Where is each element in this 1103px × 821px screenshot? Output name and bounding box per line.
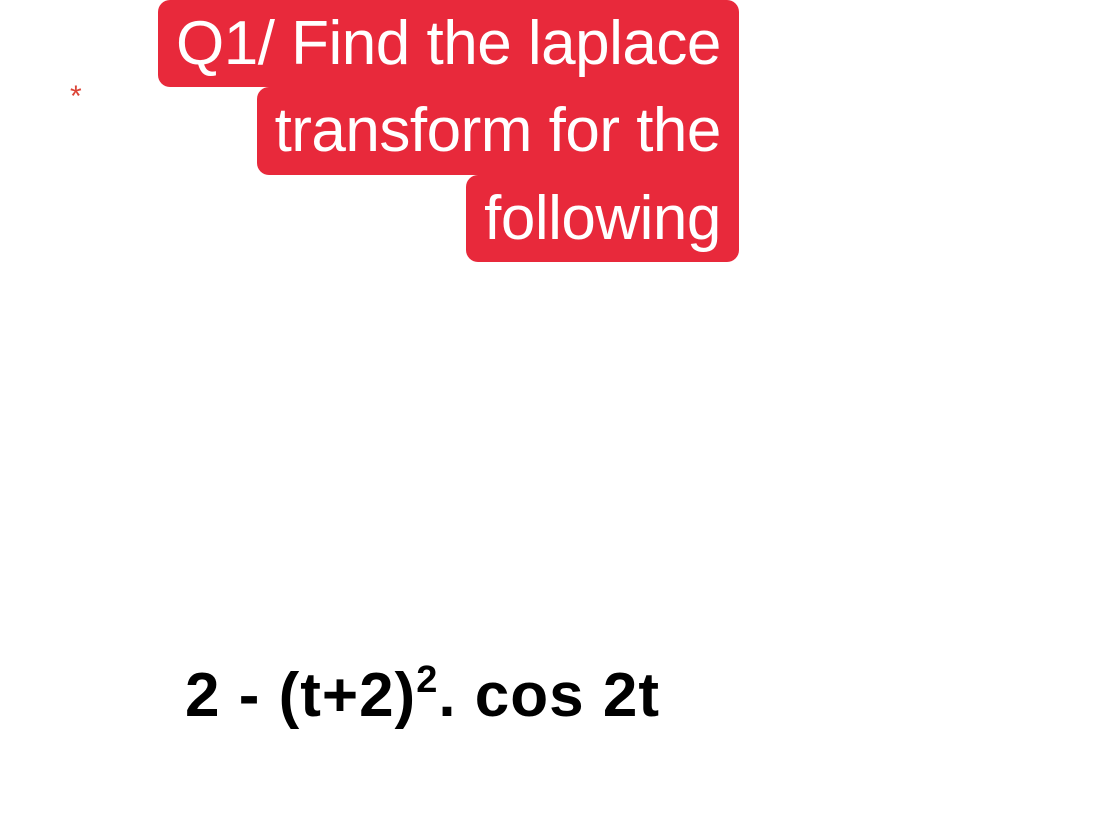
question-header: Q1/ Find the laplace transform for the f…: [158, 0, 739, 262]
question-line-1: Q1/ Find the laplace: [158, 0, 739, 87]
formula-exponent: 2: [416, 659, 438, 701]
formula-suffix: . cos 2t: [438, 661, 660, 730]
question-line-2: transform for the: [257, 87, 739, 174]
math-formula: 2 - (t+2)2. cos 2t: [185, 660, 660, 731]
formula-prefix: 2 - (t+2): [185, 661, 416, 730]
required-asterisk: *: [70, 80, 82, 114]
question-line-3: following: [466, 175, 739, 262]
